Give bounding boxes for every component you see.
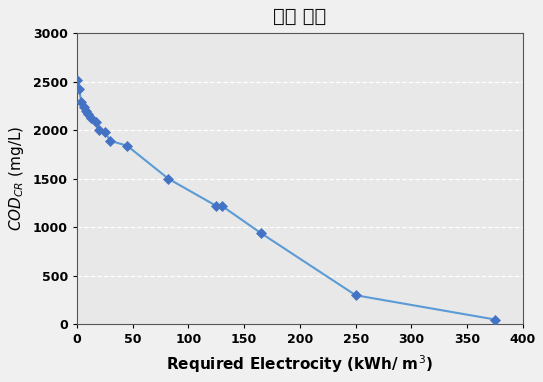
Y-axis label: $COD_{CR}$ (mg/L): $COD_{CR}$ (mg/L) [7, 126, 26, 231]
Title: 선박 폐수: 선박 폐수 [273, 7, 326, 26]
X-axis label: Required Electrocity (kWh/ m$^3$): Required Electrocity (kWh/ m$^3$) [167, 353, 433, 375]
